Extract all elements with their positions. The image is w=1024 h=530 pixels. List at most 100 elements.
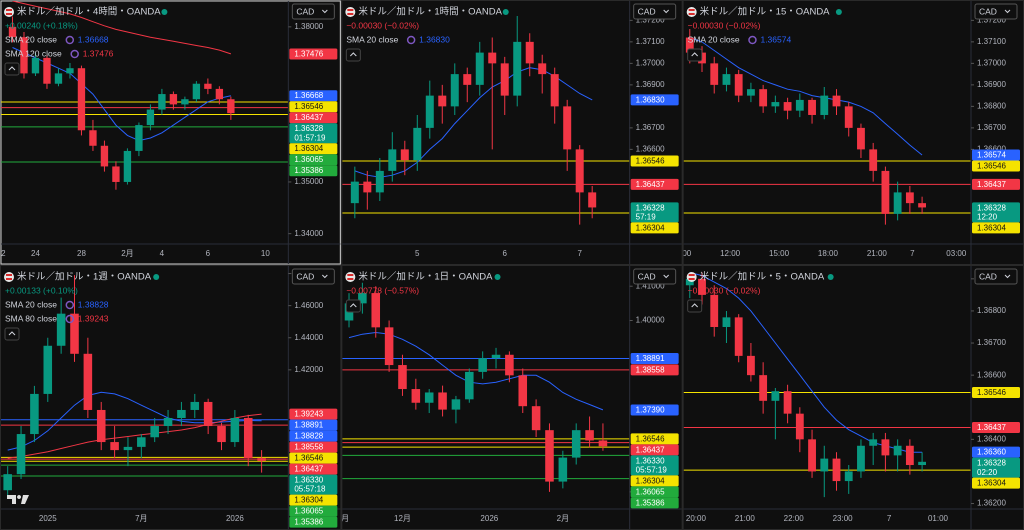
- collapse-button[interactable]: [687, 48, 703, 62]
- candle-body: [918, 461, 927, 466]
- candle-body: [905, 445, 914, 466]
- candle-body: [795, 99, 804, 111]
- tradingview-logo: [7, 495, 29, 504]
- candle-body: [820, 458, 829, 472]
- y-tick-label: 1.46000: [294, 301, 323, 310]
- x-tick-label: 09:00: [671, 249, 692, 258]
- indicator-name: SMA 20 close: [688, 34, 740, 44]
- plot-area: [342, 282, 630, 492]
- price-badge: [630, 202, 679, 223]
- candle-body: [384, 327, 394, 366]
- candle-body: [43, 345, 53, 394]
- price-badge: [972, 178, 1020, 190]
- collapse-icon: [349, 52, 357, 57]
- symbol-icon: [345, 7, 356, 17]
- y-tick-label: 1.37200: [977, 15, 1006, 24]
- y-tick-label: 1.36200: [977, 499, 1006, 508]
- price-badge: [630, 497, 679, 509]
- y-tick-label: 1.37200: [636, 15, 665, 24]
- candle-body: [398, 365, 407, 390]
- price-badge-label: 1.37476: [294, 49, 323, 58]
- price-badge-label: 1.35386: [294, 166, 323, 175]
- collapse-button[interactable]: [345, 299, 361, 313]
- candle-body: [795, 413, 804, 440]
- currency-chevron: [321, 274, 328, 279]
- price-badge: [972, 149, 1020, 161]
- chart-panel[interactable]: 1.369001.368001.367001.366001.364001.362…: [683, 266, 1024, 529]
- candle-body: [363, 181, 372, 193]
- candle-body: [83, 353, 93, 410]
- candle-body: [177, 409, 186, 418]
- currency-button[interactable]: [974, 268, 1018, 285]
- price-badge: [972, 386, 1020, 398]
- chart-panel[interactable]: 1.37200 1.37100 1.37000 1.36900 1.36700 1.366…: [342, 1, 682, 264]
- price-badge-label: 1.36546: [294, 454, 323, 463]
- price-badge-label: 1.39243: [294, 410, 323, 419]
- currency-chevron: [1004, 9, 1011, 14]
- candle-body: [747, 355, 755, 376]
- x-axis: 20:00 21:00 22:00 23:00 7 01:00: [686, 514, 949, 523]
- price-badge: [630, 486, 679, 498]
- candle-body: [734, 74, 743, 96]
- chart-panel[interactable]: 1.37200 1.37100 1.37000 1.36900 1.36800 1.367…: [671, 1, 1024, 264]
- price-badge: [972, 446, 1020, 458]
- price-badge-label: 1.36546: [977, 388, 1006, 397]
- price-badge-label: 1.36437: [636, 180, 665, 189]
- price-badge: [972, 477, 1020, 489]
- sma-line: [7, 413, 262, 459]
- candle-body: [16, 434, 26, 475]
- chart-panel[interactable]: 1.410001.400001.3500011月12月20262月1.38891…: [333, 266, 682, 529]
- x-tick-label: 5: [415, 249, 420, 258]
- price-badge: [289, 123, 338, 144]
- price-badge-label: 1.36328: [636, 203, 665, 212]
- candle-body: [204, 83, 212, 89]
- candle-body: [710, 63, 719, 85]
- price-change: −0.00030 (−0.02%): [346, 20, 419, 30]
- currency-button[interactable]: [291, 268, 335, 285]
- currency-button[interactable]: [633, 3, 677, 20]
- currency-chevron: [321, 9, 328, 14]
- candle-body: [808, 439, 816, 472]
- plot-area: [1, 275, 289, 499]
- candle-body: [43, 57, 51, 84]
- price-badge-label: 1.38828: [294, 432, 323, 441]
- candle-body: [598, 440, 608, 447]
- collapse-button[interactable]: [4, 327, 20, 341]
- price-badge: [972, 421, 1020, 433]
- price-badge: [630, 433, 679, 445]
- candle-body: [3, 474, 12, 491]
- price-change: +0.00240 (+0.18%): [5, 20, 78, 30]
- symbol-icon: [686, 272, 697, 282]
- y-tick-label: 1.36600: [977, 144, 1006, 153]
- candle-body: [100, 145, 109, 167]
- currency-label: CAD: [638, 6, 656, 16]
- collapse-button[interactable]: [687, 299, 703, 313]
- candle-body: [150, 426, 159, 438]
- candle-body: [513, 41, 522, 96]
- currency-button[interactable]: [974, 3, 1018, 20]
- indicator-icon: [406, 35, 416, 45]
- candle-body: [505, 354, 514, 376]
- candle-body: [722, 74, 731, 85]
- price-badge-label: 1.36546: [294, 102, 323, 111]
- x-tick-label: 2月: [557, 514, 569, 523]
- chart-panel[interactable]: 1.38000 1.35000 1.34000 2 24 28 2月 4 6 10 1.37476 1…: [0, 0, 341, 265]
- symbol-icon: [345, 272, 356, 282]
- x-tick-label: 2026: [480, 514, 498, 523]
- currency-button[interactable]: [291, 3, 335, 20]
- price-badge-label: 1.38558: [294, 443, 323, 452]
- symbol-icon-flag: [688, 274, 695, 280]
- collapse-button[interactable]: [4, 62, 20, 76]
- x-tick-label: 2: [1, 249, 6, 258]
- price-badge: [289, 419, 338, 431]
- candle-body: [759, 89, 768, 107]
- candle-body: [413, 127, 422, 161]
- panel-background: [683, 266, 1023, 529]
- y-tick-label: 1.36400: [977, 434, 1006, 443]
- currency-button[interactable]: [633, 268, 677, 285]
- collapse-button[interactable]: [345, 48, 361, 62]
- candle-body: [243, 417, 253, 459]
- price-badge: [630, 455, 679, 476]
- y-tick-label: 1.36700: [977, 338, 1006, 347]
- chart-panel[interactable]: 1.480001.460001.440001.4200020257月20261.…: [1, 266, 341, 529]
